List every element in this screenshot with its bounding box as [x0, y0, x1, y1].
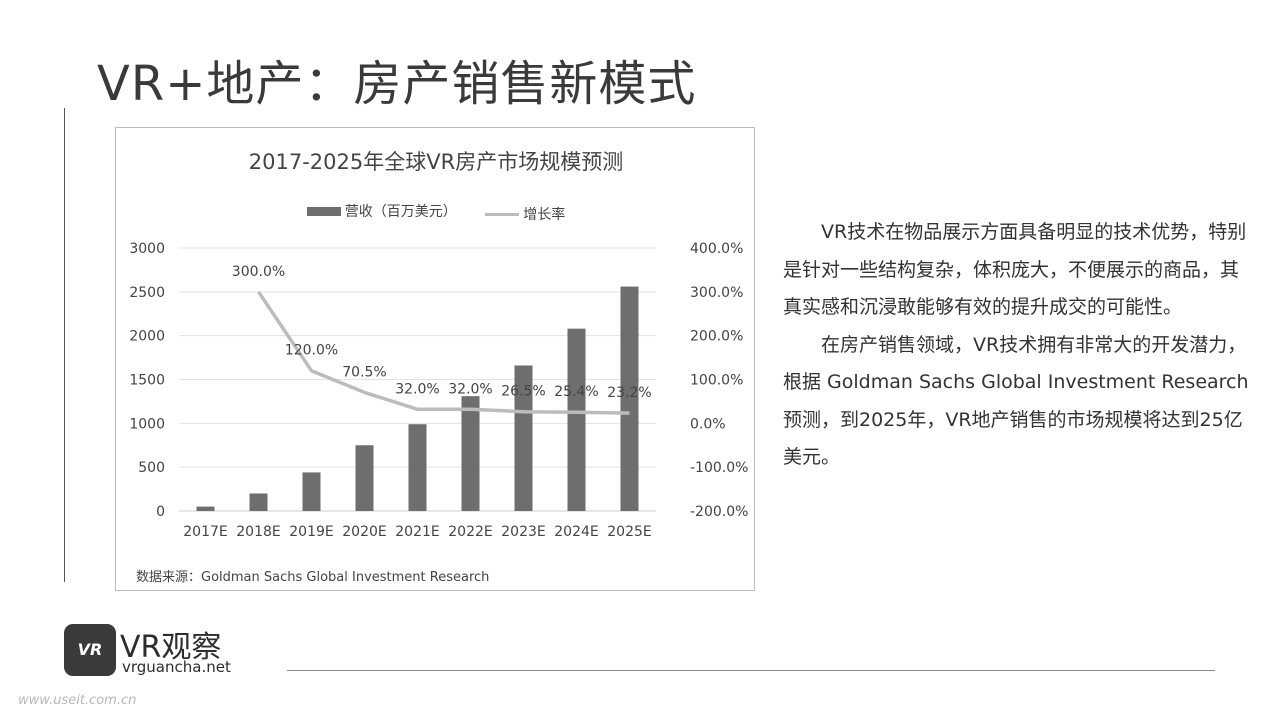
- x-tick-label: 2023E: [501, 524, 545, 540]
- data-label: 32.0%: [448, 381, 492, 397]
- y-left-tick-label: 1500: [129, 373, 165, 389]
- bar: [249, 493, 268, 511]
- x-tick-label: 2021E: [395, 524, 439, 540]
- y-left-tick-label: 2000: [129, 329, 165, 345]
- data-label: 70.5%: [342, 364, 386, 380]
- y-right-tick-label: 0.0%: [690, 416, 726, 432]
- bar: [196, 506, 215, 511]
- logo-name: VR观察: [120, 630, 222, 665]
- data-label: 26.5%: [501, 384, 545, 400]
- logo-url: vrguancha.net: [122, 658, 231, 676]
- bar: [620, 286, 639, 511]
- legend-label-revenue: 营收（百万美元）: [344, 204, 457, 220]
- bar: [408, 424, 427, 511]
- x-tick-label: 2017E: [183, 524, 227, 540]
- y-right-tick-label: -100.0%: [690, 460, 748, 476]
- x-tick-label: 2019E: [289, 524, 333, 540]
- footer-divider: [287, 670, 1215, 671]
- bar: [461, 396, 480, 511]
- x-tick-label: 2025E: [607, 524, 651, 540]
- legend-line-swatch: [485, 212, 520, 216]
- x-tick-label: 2022E: [448, 524, 492, 540]
- bar: [514, 365, 533, 511]
- y-left-tick-label: 2500: [129, 285, 165, 301]
- y-right-tick-label: 400.0%: [690, 241, 743, 257]
- legend-bar-swatch: [306, 206, 341, 216]
- bar: [355, 445, 374, 511]
- paragraph-2: 在房产销售领域，VR技术拥有非常大的开发潜力，根据 Goldman Sachs …: [783, 333, 1249, 469]
- y-left-tick-label: 1000: [129, 416, 165, 432]
- data-label: 300.0%: [232, 264, 285, 280]
- bar: [567, 328, 586, 511]
- vr-logo-icon: VR: [64, 624, 116, 676]
- bar: [302, 472, 321, 511]
- x-tick-label: 2018E: [236, 524, 280, 540]
- x-tick-label: 2020E: [342, 524, 386, 540]
- legend-label-growth: 增长率: [523, 207, 566, 223]
- data-label: 23.2%: [607, 385, 651, 401]
- y-right-tick-label: 300.0%: [690, 285, 743, 301]
- left-divider: [64, 108, 65, 582]
- data-label: 25.4%: [554, 384, 598, 400]
- x-tick-label: 2024E: [554, 524, 598, 540]
- y-right-tick-label: -200.0%: [690, 504, 748, 520]
- paragraph-1: VR技术在物品展示方面具备明显的技术优势，特别是针对一些结构复杂，体积庞大，不便…: [783, 221, 1247, 318]
- chart-source: 数据来源：Goldman Sachs Global Investment Res…: [136, 570, 490, 585]
- y-left-tick-label: 3000: [129, 241, 165, 257]
- y-right-tick-label: 200.0%: [690, 329, 743, 345]
- y-right-tick-label: 100.0%: [690, 373, 743, 389]
- brand-logo: VR VR观察 vrguancha.net: [64, 622, 244, 678]
- chart-title: 2017-2025年全球VR房产市场规模预测: [248, 150, 624, 174]
- description-text: VR技术在物品展示方面具备明显的技术优势，特别是针对一些结构复杂，体积庞大，不便…: [783, 214, 1253, 477]
- legend-item-revenue: 营收（百万美元）: [306, 201, 457, 221]
- legend-item-growth: 增长率: [485, 204, 565, 224]
- data-label: 120.0%: [285, 343, 338, 359]
- y-left-tick-label: 0: [156, 504, 165, 520]
- chart-legend: 营收（百万美元） 增长率: [116, 201, 756, 224]
- y-left-tick-label: 500: [138, 460, 165, 476]
- growth-line: [257, 290, 630, 415]
- watermark: www.useit.com.cn: [18, 693, 137, 708]
- chart-panel: 2017-2025年全球VR房产市场规模预测 营收（百万美元） 增长率 0 500…: [115, 127, 755, 591]
- data-label: 32.0%: [395, 381, 439, 397]
- slide-title: VR+地产：房产销售新模式: [97, 56, 697, 112]
- chart-plot: 0 500 1000 1500 2000 2500 3000 -200.0% -100.0% 0.…: [129, 241, 748, 540]
